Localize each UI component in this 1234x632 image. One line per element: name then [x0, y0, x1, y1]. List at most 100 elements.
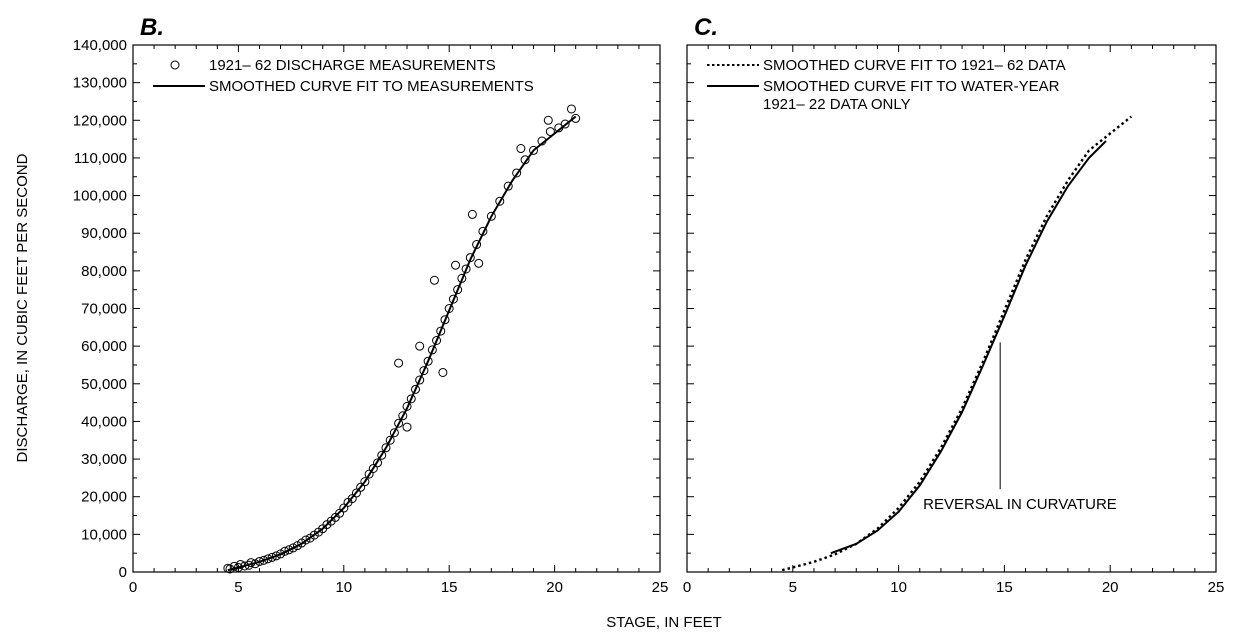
x-tick-label: 10 — [890, 579, 907, 596]
y-tick-label: 140,000 — [73, 37, 127, 54]
data-point — [301, 535, 311, 545]
annotation-label: REVERSAL IN CURVATURE — [923, 496, 1117, 513]
data-point — [259, 555, 269, 565]
data-point — [385, 435, 395, 445]
data-point — [461, 264, 471, 274]
dotted-curve — [781, 115, 1133, 572]
x-tick-label: 20 — [546, 579, 563, 596]
data-point — [347, 494, 357, 504]
y-tick-label: 60,000 — [81, 338, 127, 355]
y-tick-label: 0 — [119, 564, 127, 581]
data-point — [360, 477, 370, 487]
x-tick-label: 0 — [683, 579, 691, 596]
legend-label: 1921– 62 DISCHARGE MEASUREMENTS — [209, 57, 496, 74]
data-point — [516, 144, 526, 154]
x-tick-label: 25 — [652, 579, 669, 596]
y-tick-label: 100,000 — [73, 188, 127, 205]
y-tick-label: 50,000 — [81, 376, 127, 393]
x-tick-label: 5 — [789, 579, 797, 596]
x-tick-label: 15 — [996, 579, 1013, 596]
data-point — [432, 335, 442, 345]
legend-label: SMOOTHED CURVE FIT TO WATER-YEAR — [763, 78, 1060, 95]
data-point — [394, 358, 404, 368]
data-point — [398, 411, 408, 421]
data-point — [474, 258, 484, 268]
data-point — [436, 326, 446, 336]
data-point — [402, 422, 412, 432]
scatter-series — [223, 104, 581, 574]
x-tick-label: 25 — [1208, 579, 1225, 596]
data-point — [351, 488, 361, 498]
y-tick-label: 90,000 — [81, 225, 127, 242]
legend-label: 1921– 22 DATA ONLY — [763, 96, 911, 113]
data-point — [263, 554, 273, 564]
data-point — [512, 168, 522, 178]
data-point — [356, 482, 366, 492]
x-tick-label: 0 — [129, 579, 137, 596]
y-tick-label: 20,000 — [81, 489, 127, 506]
legend-marker — [170, 60, 180, 70]
solid-curve — [830, 140, 1107, 555]
data-point — [560, 119, 570, 129]
data-point — [267, 552, 277, 562]
panel-letter: C. — [694, 14, 718, 41]
data-point — [406, 394, 416, 404]
y-tick-label: 130,000 — [73, 75, 127, 92]
y-tick-label: 110,000 — [74, 150, 127, 167]
data-point — [284, 545, 294, 555]
x-tick-label: 10 — [335, 579, 352, 596]
data-point — [271, 551, 281, 561]
data-point — [288, 543, 298, 553]
data-point — [415, 375, 425, 385]
data-point — [394, 418, 404, 428]
data-point — [389, 428, 399, 438]
y-tick-label: 120,000 — [73, 112, 127, 129]
data-point — [571, 113, 581, 123]
panel-c: C. 0 5 10 15 20 25 SMOOTHED CURVE FIT TO 1921– … — [683, 14, 1225, 596]
data-point — [486, 211, 496, 221]
data-point — [448, 294, 458, 304]
data-point — [429, 275, 439, 285]
data-point — [339, 503, 349, 513]
plot-frame — [686, 44, 1217, 573]
data-point — [410, 384, 420, 394]
x-tick-label: 5 — [234, 579, 242, 596]
data-point — [529, 145, 539, 155]
data-point — [495, 196, 505, 206]
data-point — [364, 469, 374, 479]
data-point — [453, 285, 463, 295]
legend-label: SMOOTHED CURVE FIT TO MEASUREMENTS — [209, 78, 534, 95]
data-point — [566, 104, 576, 114]
y-tick-label: 40,000 — [81, 413, 127, 430]
data-point — [451, 260, 461, 270]
data-point — [503, 181, 513, 191]
y-tick-label: 30,000 — [81, 451, 127, 468]
data-point — [402, 401, 412, 411]
x-tick-label: 15 — [441, 579, 458, 596]
y-tick-label: 10,000 — [81, 526, 127, 543]
x-tick-label: 20 — [1102, 579, 1119, 596]
data-point — [377, 450, 387, 460]
data-point — [254, 556, 264, 566]
plot-frame — [132, 44, 661, 573]
data-point — [440, 315, 450, 325]
y-axis-title: DISCHARGE, IN CUBIC FEET PER SECOND — [14, 153, 31, 462]
x-axis-title: STAGE, IN FEET — [606, 614, 722, 631]
data-point — [368, 463, 378, 473]
solid-curve — [227, 115, 577, 572]
data-point — [543, 115, 553, 125]
legend-label: SMOOTHED CURVE FIT TO 1921– 62 DATA — [763, 57, 1066, 74]
y-tick-label: 70,000 — [81, 301, 127, 318]
data-point — [545, 127, 555, 137]
data-point — [423, 356, 433, 366]
y-tick-label: 80,000 — [81, 263, 127, 280]
data-point — [427, 345, 437, 355]
data-point — [438, 367, 448, 377]
data-point — [419, 366, 429, 376]
data-point — [467, 209, 477, 219]
data-point — [381, 443, 391, 453]
data-point — [373, 458, 383, 468]
panel-b: B. 0 5 10 15 20 25 0 10,000 20,000 30,000 40,000 50,… — [73, 14, 669, 596]
data-point — [229, 561, 239, 571]
